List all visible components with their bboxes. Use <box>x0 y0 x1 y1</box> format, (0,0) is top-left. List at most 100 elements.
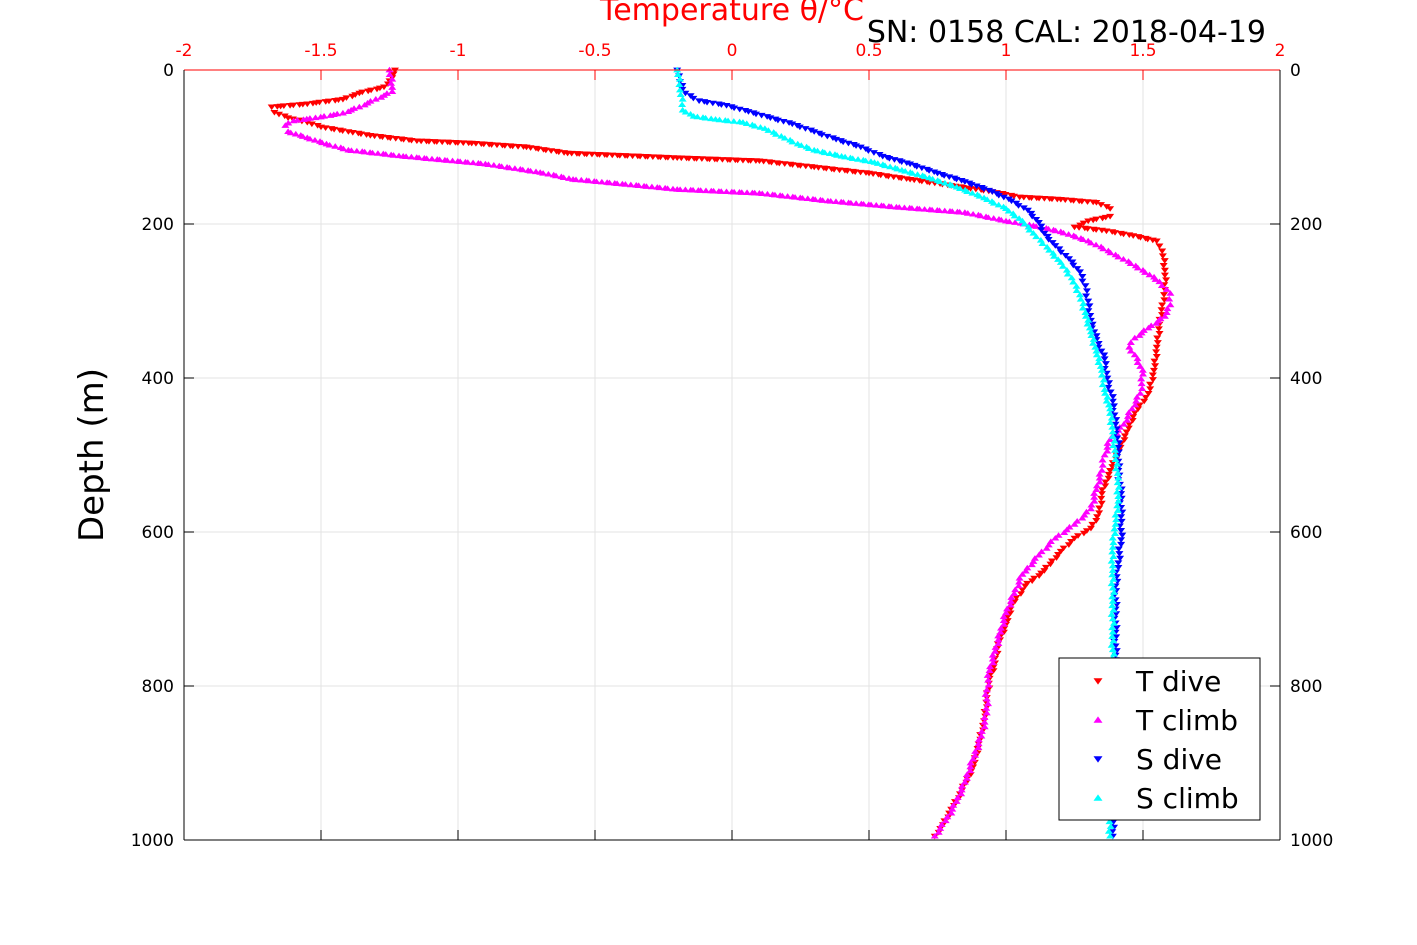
data-point <box>1058 263 1067 269</box>
data-point <box>1098 215 1107 222</box>
data-point <box>1084 317 1093 323</box>
data-point <box>399 136 408 143</box>
data-point <box>994 201 1003 208</box>
data-point <box>1059 229 1068 236</box>
data-point <box>676 91 685 98</box>
data-point <box>1139 370 1147 377</box>
data-point <box>1101 483 1110 489</box>
data-point <box>388 84 397 90</box>
data-point <box>1108 433 1117 439</box>
data-point <box>281 122 290 128</box>
data-point <box>634 182 643 189</box>
data-point <box>1101 361 1110 367</box>
data-point <box>756 124 765 130</box>
data-point <box>1111 421 1120 428</box>
data-point <box>982 705 991 711</box>
data-point <box>360 101 369 108</box>
data-point <box>1014 582 1023 589</box>
data-point <box>1106 405 1115 412</box>
data-point <box>982 695 991 702</box>
data-point <box>1010 212 1019 219</box>
data-point <box>1152 344 1161 351</box>
data-point <box>373 86 381 93</box>
data-point <box>985 667 994 673</box>
x-tick-label: 1.5 <box>1129 41 1156 61</box>
legend-label: T climb <box>1135 704 1238 737</box>
data-point <box>738 157 747 164</box>
data-point <box>957 786 966 793</box>
data-point <box>730 188 739 195</box>
data-point <box>1109 637 1118 644</box>
data-point <box>960 779 969 785</box>
data-point <box>778 192 787 199</box>
data-point <box>448 157 457 164</box>
data-point <box>1106 468 1115 474</box>
data-point <box>1114 253 1123 260</box>
data-point <box>1103 444 1112 450</box>
data-point <box>1128 405 1137 412</box>
data-point <box>1115 551 1124 557</box>
data-point <box>1051 534 1060 541</box>
data-point <box>1051 243 1060 249</box>
data-point <box>479 141 488 148</box>
data-point <box>1032 216 1041 223</box>
data-point <box>388 76 397 82</box>
data-point <box>469 159 478 166</box>
data-point <box>963 771 972 777</box>
data-point <box>628 153 637 160</box>
data-point <box>1154 326 1163 332</box>
data-point <box>1166 290 1175 296</box>
data-point <box>984 214 993 220</box>
y-tick-label-left: 800 <box>142 677 174 697</box>
data-point <box>1087 332 1096 339</box>
data-point <box>833 152 842 158</box>
data-point <box>655 184 664 191</box>
data-point <box>1069 278 1078 285</box>
data-point <box>1083 320 1092 327</box>
data-point <box>1044 237 1053 243</box>
data-point <box>1117 541 1126 548</box>
data-point <box>484 161 493 167</box>
data-point <box>1107 642 1116 648</box>
data-point <box>1096 202 1105 208</box>
data-point <box>1114 474 1123 481</box>
data-point <box>1108 567 1117 573</box>
data-point <box>385 71 394 78</box>
data-point <box>1088 321 1097 328</box>
data-point <box>552 172 561 179</box>
data-point <box>595 152 604 158</box>
data-point <box>289 117 298 124</box>
data-point <box>1050 253 1059 259</box>
data-point <box>1092 200 1101 206</box>
data-point <box>1114 565 1123 571</box>
data-point <box>355 90 364 97</box>
data-point <box>1112 516 1121 523</box>
y-tick-label-right: 0 <box>1290 61 1301 81</box>
data-point <box>856 169 865 176</box>
data-point <box>1092 518 1101 524</box>
data-point <box>997 216 1006 223</box>
data-point <box>705 156 714 163</box>
data-point <box>386 135 395 142</box>
data-point <box>980 718 989 725</box>
data-point <box>1040 230 1049 237</box>
data-point <box>1150 358 1159 365</box>
data-point <box>689 95 698 102</box>
data-point <box>1073 266 1082 272</box>
data-point <box>1119 421 1128 427</box>
data-point <box>963 210 972 216</box>
data-point <box>817 132 826 138</box>
data-point <box>677 155 686 162</box>
data-point <box>969 210 978 217</box>
legend-label: S climb <box>1136 782 1239 815</box>
data-point <box>974 736 983 743</box>
data-point <box>1097 491 1106 497</box>
data-point <box>1100 356 1109 362</box>
data-point <box>267 104 276 111</box>
data-point <box>1078 514 1087 521</box>
data-point <box>307 121 316 128</box>
data-point <box>1131 401 1140 408</box>
data-point <box>991 648 1000 654</box>
data-point <box>1069 262 1078 269</box>
data-point <box>1006 601 1015 608</box>
